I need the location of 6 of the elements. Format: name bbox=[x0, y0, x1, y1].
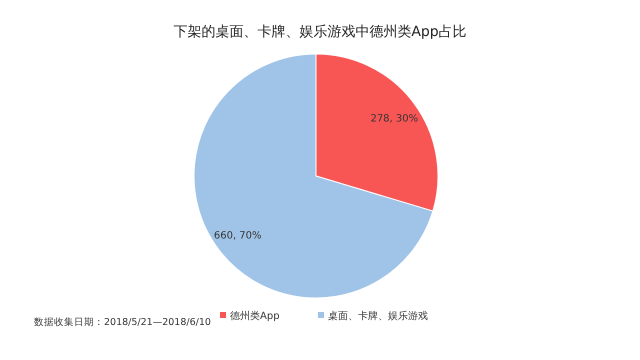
legend-label: 德州类App bbox=[230, 310, 280, 322]
legend-label: 桌面、卡牌、娱乐游戏 bbox=[328, 310, 428, 322]
data-label: 660, 70% bbox=[214, 230, 262, 242]
text: 数据收集日期：2018/5/21—2018/6/10 bbox=[34, 316, 211, 328]
data-label: 278, 30% bbox=[370, 114, 418, 125]
chart-title: 下架的桌面、卡牌、娱乐游戏中德州类App占比 bbox=[173, 24, 467, 40]
